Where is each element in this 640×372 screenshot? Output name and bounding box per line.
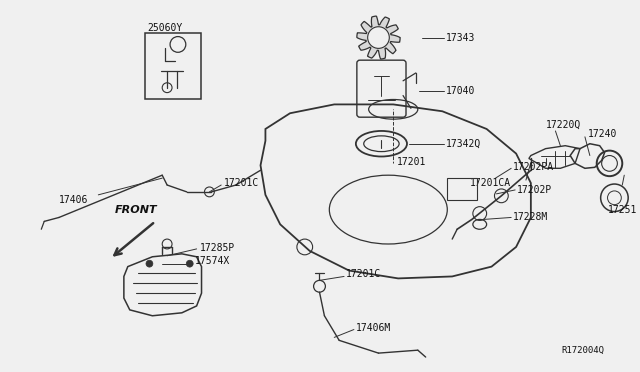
Circle shape	[367, 27, 389, 48]
Text: 17040: 17040	[446, 86, 476, 96]
Text: 17202PA: 17202PA	[513, 162, 554, 172]
Circle shape	[146, 260, 153, 267]
Polygon shape	[357, 16, 400, 59]
Text: 17406M: 17406M	[356, 323, 391, 333]
Text: 17240: 17240	[588, 129, 617, 139]
Text: 17342Q: 17342Q	[446, 139, 481, 149]
Circle shape	[186, 260, 193, 267]
Text: 25060Y: 25060Y	[147, 23, 182, 33]
Bar	[447, 178, 477, 200]
Text: 17201C: 17201C	[224, 178, 259, 188]
Text: FRONT: FRONT	[115, 205, 157, 215]
Text: 17201: 17201	[397, 157, 426, 167]
Text: 17201CA: 17201CA	[470, 178, 511, 188]
Text: 17406: 17406	[59, 195, 88, 205]
Bar	[145, 33, 200, 99]
Text: 17202P: 17202P	[517, 185, 552, 195]
Text: R172004Q: R172004Q	[561, 346, 605, 355]
Text: 17251: 17251	[607, 205, 637, 215]
Text: 17574X: 17574X	[195, 256, 230, 266]
Text: 17220Q: 17220Q	[546, 120, 581, 130]
Text: 17285P: 17285P	[200, 243, 235, 253]
Text: 17228M: 17228M	[513, 212, 548, 222]
Text: 17201C: 17201C	[346, 269, 381, 279]
Text: 17343: 17343	[446, 33, 476, 42]
